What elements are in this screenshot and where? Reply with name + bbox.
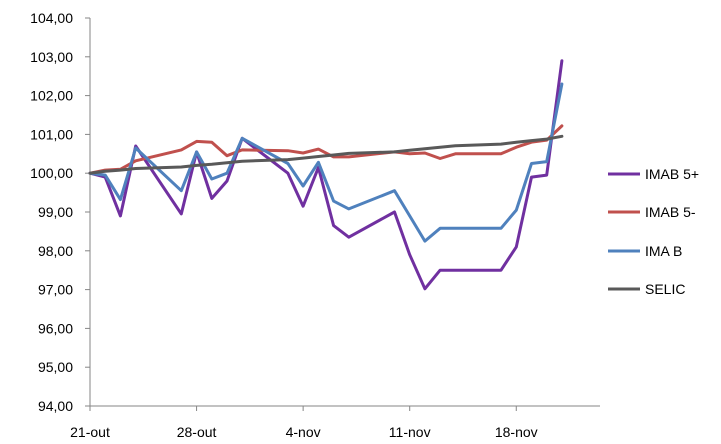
plot-area [88,59,564,291]
y-tick-label: 97,00 [38,282,73,298]
x-axis: 21-out 28-out 4-nov 11-nov 18-nov [70,405,600,440]
y-tick-label: 102,00 [30,88,73,104]
y-tick-label: 100,00 [30,165,73,181]
legend: IMAB 5+ IMAB 5- IMA B SELIC [608,166,699,297]
x-tick-label: 21-out [70,424,110,440]
legend-label-selic: SELIC [645,281,685,297]
x-tick-label: 11-nov [389,424,431,440]
series-line-selic [88,134,564,175]
y-axis: 94,00 95,00 96,00 97,00 98,00 99,00 100,00 101,… [30,10,91,414]
series-line-ima-b [88,82,564,243]
y-tick-label: 98,00 [38,243,73,259]
y-tick-label: 95,00 [38,359,73,375]
y-tick-label: 104,00 [30,10,73,26]
x-tick-label: 18-nov [495,424,538,440]
legend-label-imab-5: IMAB 5- [645,204,696,220]
y-tick-label: 101,00 [30,126,73,142]
legend-label-imab-5: IMAB 5+ [645,166,699,182]
y-tick-label: 99,00 [38,204,73,220]
legend-label-ima-b: IMA B [645,243,682,259]
y-tick-label: 94,00 [38,398,73,414]
x-tick-label: 28-out [177,424,217,440]
y-tick-label: 103,00 [30,49,73,65]
series-line-imab-5 [88,59,564,291]
series-line-imab-5 [88,124,564,175]
y-tick-label: 96,00 [38,320,73,336]
x-tick-label: 4-nov [286,424,321,440]
